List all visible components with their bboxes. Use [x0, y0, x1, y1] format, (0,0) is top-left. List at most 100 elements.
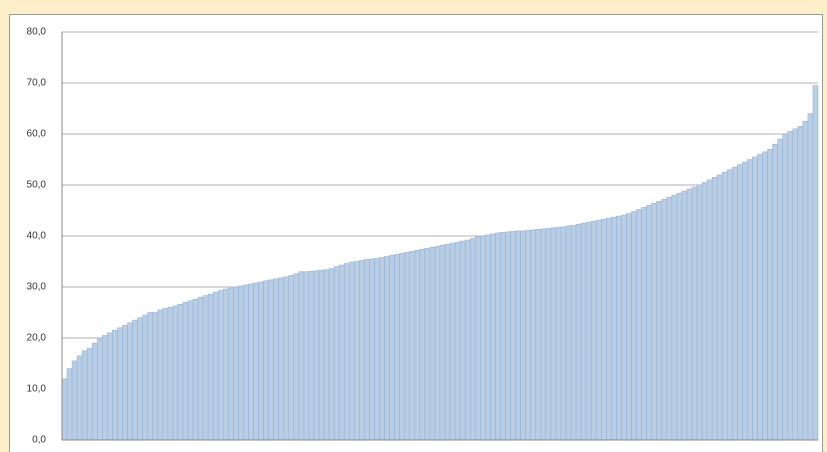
- bar: [474, 236, 481, 441]
- bar: [343, 263, 350, 441]
- bar: [515, 230, 521, 441]
- bar: [752, 156, 758, 441]
- bar: [711, 177, 718, 441]
- bar: [802, 120, 809, 441]
- bar: [490, 233, 496, 441]
- bar: [495, 232, 501, 441]
- bar: [464, 239, 471, 441]
- bar: [580, 222, 587, 441]
- bar: [792, 128, 799, 441]
- bar: [600, 218, 607, 441]
- bar: [394, 254, 400, 441]
- bar: [414, 249, 421, 441]
- bar: [238, 285, 244, 441]
- bar: [172, 305, 179, 441]
- bar: [359, 260, 365, 441]
- bar: [399, 253, 406, 441]
- bar: [762, 151, 768, 441]
- bar: [621, 214, 627, 441]
- bar: [338, 264, 345, 441]
- bar: [258, 281, 264, 441]
- bar: [409, 251, 416, 441]
- bar: [132, 319, 138, 441]
- bar: [318, 269, 325, 441]
- bar: [676, 192, 683, 441]
- bar: [716, 174, 723, 441]
- bar: [439, 244, 446, 441]
- bar: [122, 324, 128, 441]
- bar: [570, 224, 577, 441]
- bar: [354, 261, 360, 441]
- bar: [419, 248, 426, 441]
- bar: [323, 269, 330, 441]
- bar: [429, 246, 436, 441]
- bar: [379, 257, 385, 441]
- y-tick-label: 10,0: [27, 384, 47, 395]
- bar: [298, 271, 305, 441]
- bar: [636, 209, 642, 441]
- bar: [333, 266, 340, 441]
- bar: [434, 245, 441, 441]
- bar: [162, 308, 169, 441]
- bar: [348, 261, 355, 441]
- bar: [747, 159, 753, 441]
- bar: [253, 282, 259, 441]
- bar: [389, 255, 395, 441]
- bar: [500, 232, 506, 441]
- bar: [732, 166, 738, 441]
- bar: [590, 220, 597, 441]
- bar: [616, 215, 622, 441]
- bar: [611, 216, 617, 441]
- bar: [308, 270, 315, 441]
- bar: [726, 169, 733, 441]
- bar: [263, 280, 269, 441]
- bar: [182, 301, 189, 441]
- bar: [535, 229, 542, 441]
- bar: [807, 113, 814, 441]
- bar: [107, 332, 113, 441]
- bar: [248, 283, 254, 441]
- bar: [681, 190, 688, 441]
- bar: [71, 360, 78, 441]
- bar: [782, 133, 789, 441]
- bar: [505, 231, 511, 441]
- bar: [217, 290, 224, 441]
- bar: [696, 184, 703, 441]
- bar: [61, 378, 68, 441]
- y-tick-label: 0,0: [32, 435, 46, 446]
- bar: [666, 196, 673, 441]
- bar: [525, 230, 532, 441]
- bar: [631, 211, 637, 441]
- bar: [86, 347, 93, 441]
- bar: [66, 368, 73, 441]
- bar: [560, 226, 567, 441]
- bar: [641, 207, 647, 441]
- bar: [76, 355, 83, 441]
- bar: [147, 312, 154, 441]
- bar: [706, 179, 713, 441]
- bar: [520, 230, 526, 441]
- bar: [222, 288, 229, 441]
- bar: [550, 227, 557, 441]
- bar: [157, 309, 164, 441]
- bar: [212, 291, 219, 441]
- bar: [81, 350, 88, 441]
- bar: [797, 126, 804, 441]
- bar: [469, 238, 476, 441]
- bar: [127, 322, 133, 441]
- bar: [555, 227, 562, 441]
- bar: [288, 274, 295, 441]
- bar: [575, 223, 582, 441]
- bar: [454, 241, 461, 441]
- bar: [207, 293, 214, 441]
- bar: [772, 143, 778, 441]
- bar: [228, 287, 234, 441]
- bar: [595, 219, 602, 441]
- bar: [374, 258, 380, 441]
- bar: [606, 217, 612, 441]
- bar: [721, 171, 728, 441]
- bar: [187, 300, 194, 441]
- bar: [777, 138, 784, 441]
- bar: [449, 242, 456, 441]
- bar: [142, 314, 148, 441]
